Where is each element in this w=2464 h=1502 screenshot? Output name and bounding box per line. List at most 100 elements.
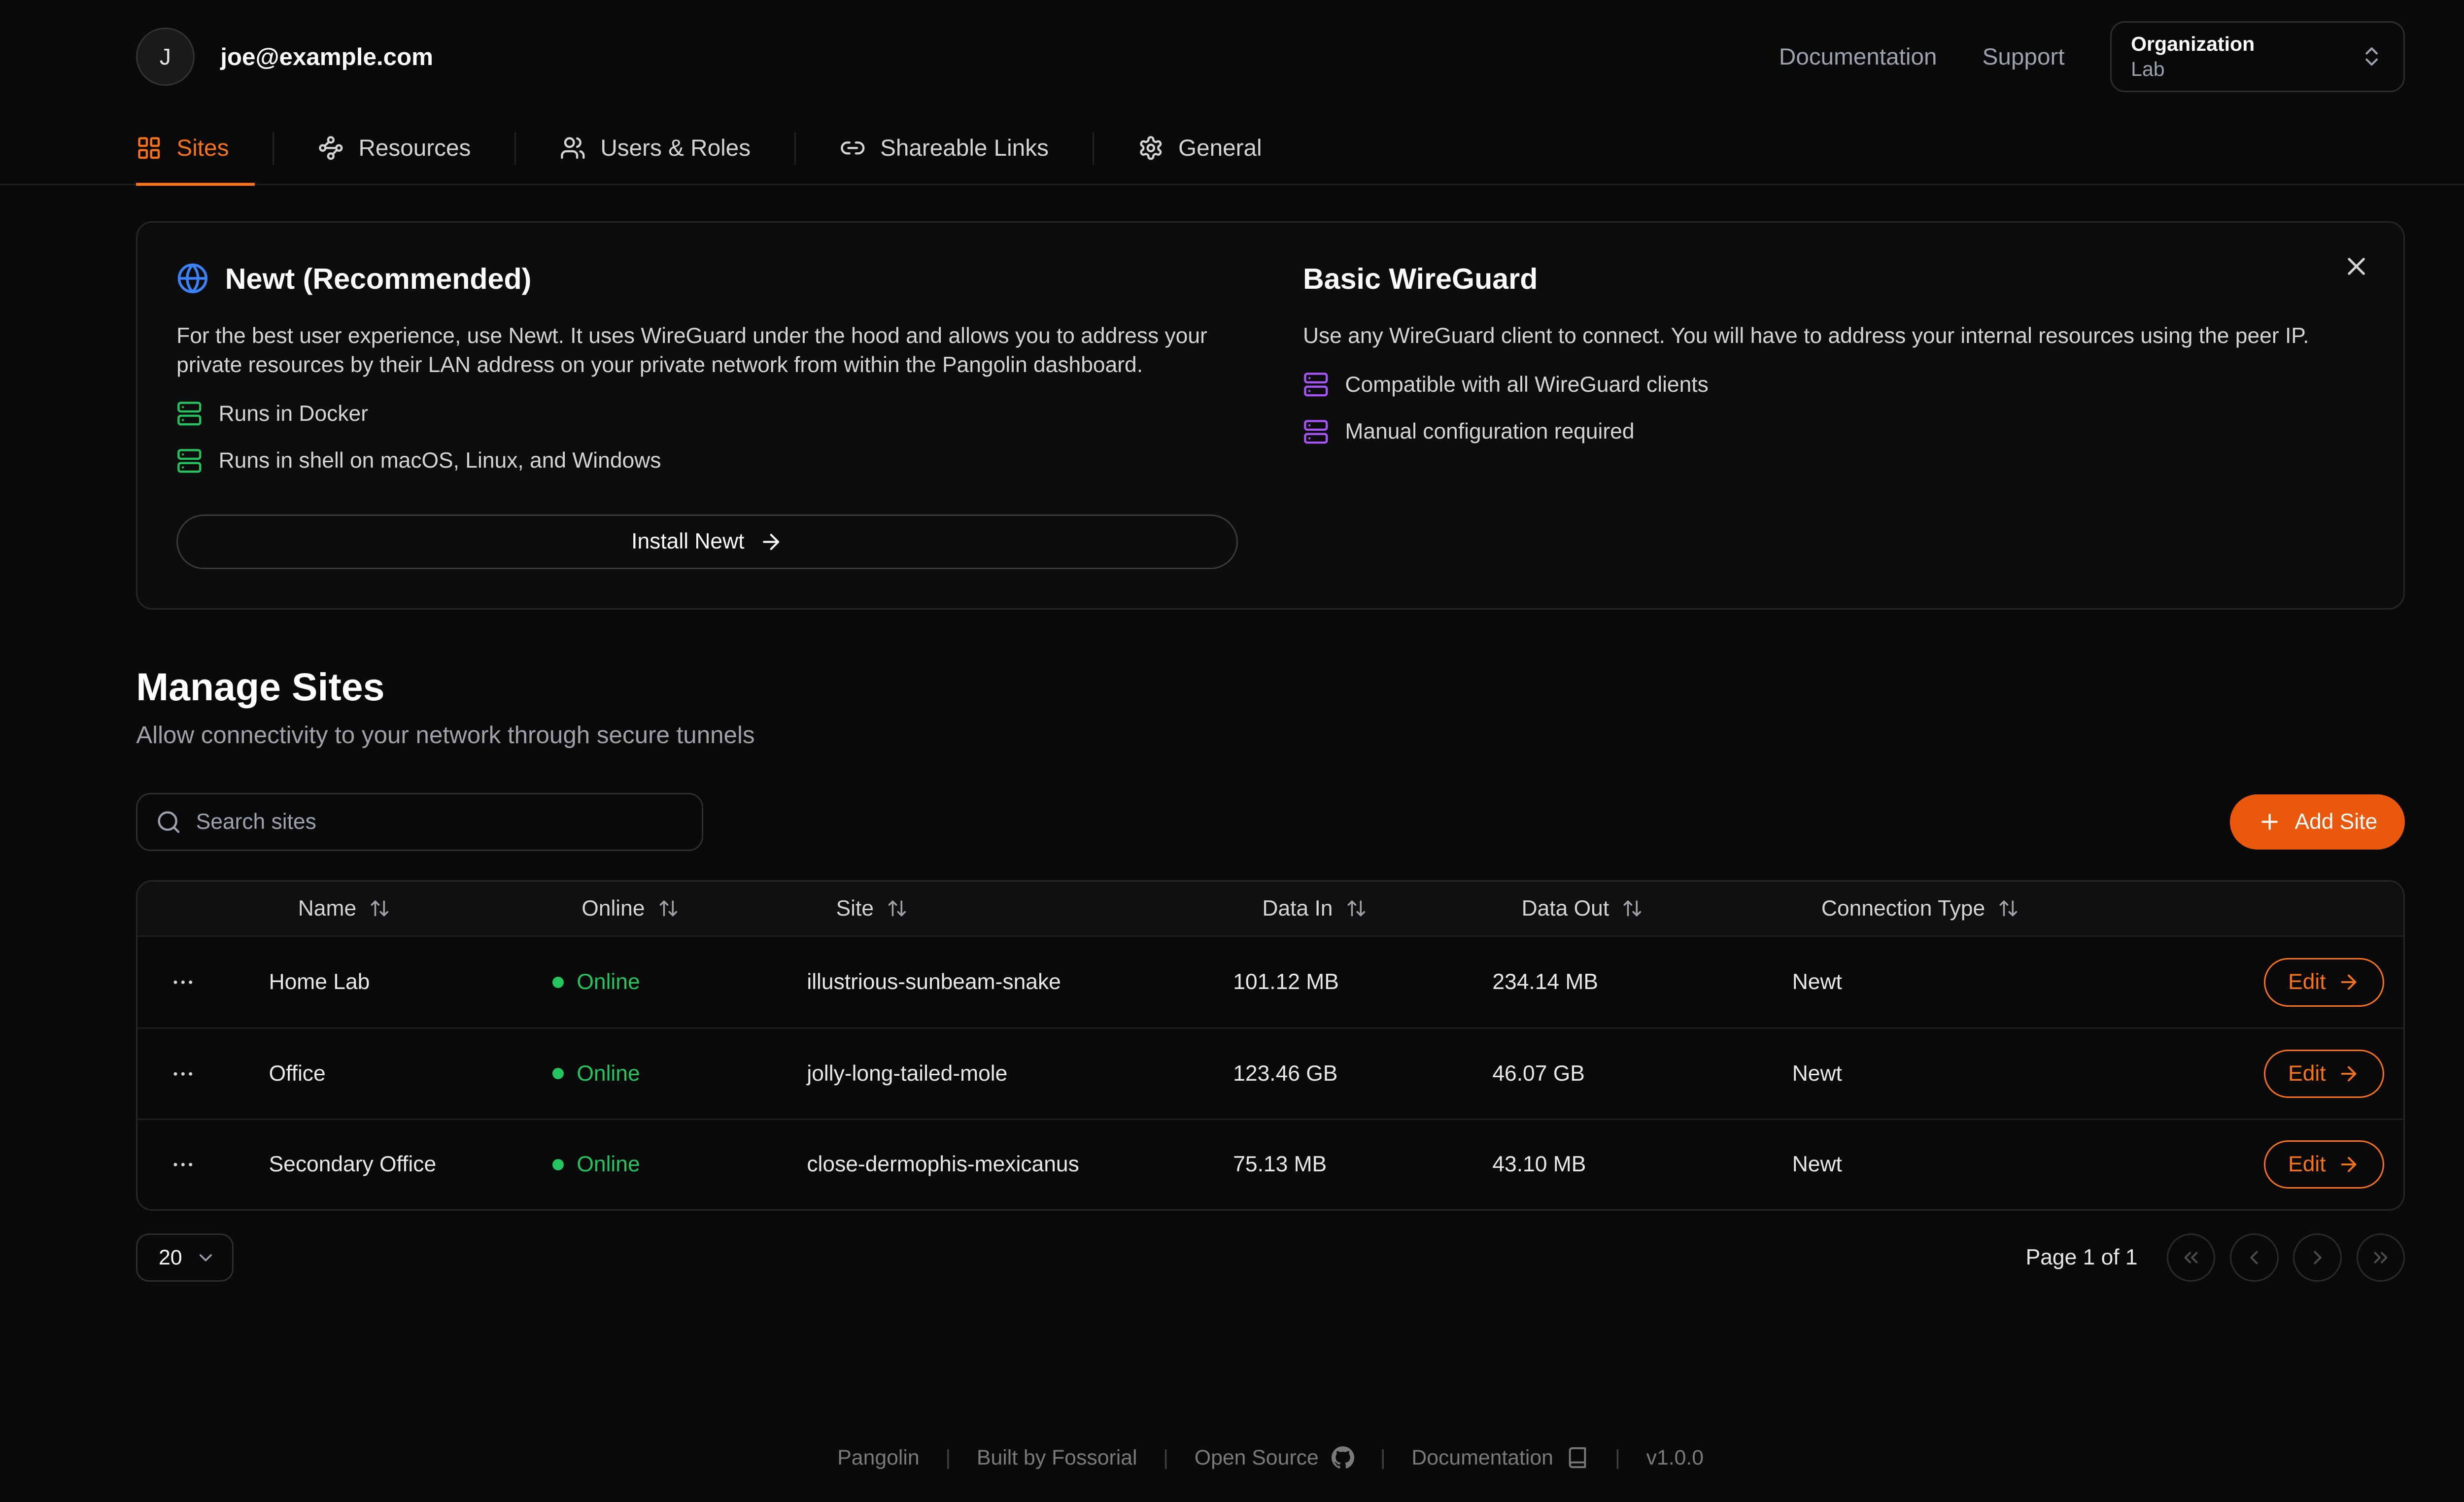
row-menu-button[interactable] (164, 966, 203, 998)
online-dot (552, 1159, 564, 1170)
newt-feature: Runs in shell on macOS, Linux, and Windo… (176, 448, 1238, 474)
book-icon (1569, 1447, 1586, 1468)
row-menu-button[interactable] (164, 1058, 203, 1090)
footer-separator: | (1380, 1445, 1386, 1469)
support-link[interactable]: Support (1982, 43, 2065, 70)
data-in: 101.12 MB (1233, 970, 1339, 994)
wireguard-description: Use any WireGuard client to connect. You… (1302, 324, 2309, 348)
footer-brand: Pangolin (837, 1445, 920, 1469)
install-newt-button[interactable]: Install Newt (176, 514, 1238, 570)
tab-label: Sites (176, 135, 229, 161)
pagination: 20 Page 1 of 1 (136, 1233, 2405, 1282)
column-header-data-in[interactable]: Data In (1233, 896, 1492, 921)
avatar[interactable]: J (136, 27, 195, 86)
close-icon[interactable] (2335, 245, 2377, 287)
table-row: Secondary Office Online close-dermophis-… (137, 1118, 2404, 1209)
chevron-right-icon (2313, 1251, 2322, 1264)
next-page-button[interactable] (2293, 1233, 2342, 1282)
add-site-button[interactable]: Add Site (2230, 794, 2405, 850)
data-out: 234.14 MB (1492, 970, 1598, 994)
tab-divider (1092, 132, 1095, 165)
tab-resources[interactable]: Resources (292, 113, 497, 186)
site-id: close-dermophis-mexicanus (807, 1152, 1079, 1177)
chevrons-right-icon (2374, 1252, 2388, 1263)
prev-page-button[interactable] (2230, 1233, 2279, 1282)
status-badge: Online (552, 1152, 807, 1177)
last-page-button[interactable] (2356, 1233, 2405, 1282)
chevron-left-icon (2250, 1251, 2259, 1264)
arrow-right-icon (763, 534, 780, 550)
table-row: Home Lab Online illustrious-sunbeam-snak… (137, 937, 2403, 1027)
table-header: Name Online Site Data In Data Out Connec… (137, 882, 2404, 937)
column-header-data-out[interactable]: Data Out (1492, 896, 1792, 921)
tab-shareable-links[interactable]: Shareable Links (814, 113, 1074, 186)
sort-icon (659, 900, 678, 917)
column-header-site[interactable]: Site (807, 896, 1233, 921)
fossorial-link[interactable]: Built by Fossorial (977, 1445, 1137, 1469)
users-icon (561, 137, 585, 159)
globe-icon (177, 264, 208, 294)
server-icon (177, 448, 202, 473)
server-icon (1304, 419, 1328, 444)
org-selector[interactable]: Organization Lab (2110, 21, 2405, 93)
chevrons-up-down-icon (2365, 47, 2378, 66)
tab-users-roles[interactable]: Users & Roles (534, 113, 777, 186)
sites-table: Name Online Site Data In Data Out Connec… (136, 880, 2405, 1211)
arrow-right-icon (2341, 1157, 2356, 1172)
site-name: Office (269, 1061, 326, 1086)
wireguard-option: Basic WireGuard Use any WireGuard client… (1303, 262, 2364, 570)
page-size-select[interactable]: 20 (136, 1233, 234, 1282)
sort-icon (1347, 900, 1365, 917)
status-badge: Online (552, 1061, 807, 1086)
data-in: 123.46 GB (1233, 1061, 1338, 1086)
online-dot (552, 1068, 564, 1080)
data-out: 46.07 GB (1492, 1061, 1585, 1086)
search-input[interactable] (136, 792, 704, 852)
edit-button[interactable]: Edit (2264, 1140, 2384, 1189)
site-id: illustrious-sunbeam-snake (807, 970, 1061, 994)
tab-label: General (1178, 135, 1262, 161)
edit-button[interactable]: Edit (2264, 958, 2384, 1007)
user-info: J joe@example.com (136, 27, 433, 86)
documentation-footer-link[interactable]: Documentation (1411, 1446, 1589, 1470)
tab-label: Resources (358, 135, 471, 161)
tab-label: Users & Roles (600, 135, 751, 161)
open-source-link[interactable]: Open Source (1195, 1446, 1355, 1470)
column-header-online[interactable]: Online (552, 896, 807, 921)
page-subtitle: Allow connectivity to your network throu… (136, 721, 755, 749)
connection-type: Newt (1792, 970, 1842, 994)
arrow-right-icon (2341, 974, 2356, 990)
ellipsis-icon (173, 980, 193, 984)
column-header-name[interactable]: Name (269, 896, 552, 921)
sort-icon (1624, 900, 1642, 917)
online-dot (552, 976, 564, 988)
tab-divider (273, 132, 274, 165)
grid-icon (138, 137, 160, 159)
github-icon (1332, 1446, 1355, 1469)
newt-description: For the best user experience, use Newt. … (176, 324, 1207, 377)
newt-feature: Runs in Docker (176, 401, 1238, 427)
onboarding-card: Newt (Recommended) For the best user exp… (136, 221, 2405, 610)
first-page-button[interactable] (2166, 1233, 2216, 1282)
server-icon (177, 402, 202, 426)
data-out: 43.10 MB (1492, 1152, 1586, 1177)
footer-separator: | (1614, 1445, 1620, 1469)
tab-sites[interactable]: Sites (136, 113, 255, 186)
tab-general[interactable]: General (1112, 113, 1288, 186)
connection-type: Newt (1792, 1152, 1842, 1177)
tab-divider (794, 132, 796, 165)
page-footer: Pangolin | Built by Fossorial | Open Sou… (0, 1446, 2464, 1502)
top-header: J joe@example.com Documentation Support … (0, 0, 2464, 113)
documentation-link[interactable]: Documentation (1779, 43, 1937, 70)
org-selector-value: Lab (2131, 58, 2165, 81)
column-header-connection-type[interactable]: Connection Type (1792, 896, 2264, 921)
plus-icon (2261, 814, 2278, 830)
edit-button[interactable]: Edit (2264, 1049, 2384, 1098)
link-icon (841, 141, 865, 155)
page-info: Page 1 of 1 (2025, 1245, 2138, 1270)
row-menu-button[interactable] (164, 1148, 203, 1181)
data-in: 75.13 MB (1233, 1152, 1327, 1177)
search-box (136, 792, 704, 852)
ellipsis-icon (173, 1072, 193, 1076)
avatar-initial: J (159, 44, 171, 70)
